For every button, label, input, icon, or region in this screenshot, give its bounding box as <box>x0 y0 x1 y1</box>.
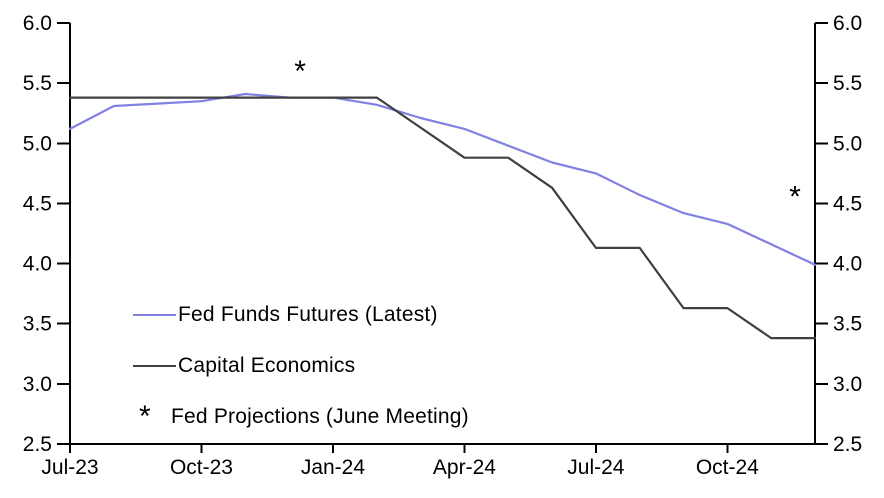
y-axis-label-left: 6.0 <box>23 12 52 35</box>
y-axis-label-left: 2.5 <box>23 433 52 456</box>
y-axis-label-right: 3.0 <box>833 373 862 396</box>
y-axis-label-right: 4.0 <box>833 253 862 276</box>
futures-line-swatch-icon <box>133 314 176 316</box>
series-line-capital-economics <box>68 96 817 340</box>
legend-label-fed-funds-futures: Fed Funds Futures (Latest) <box>178 303 438 326</box>
x-axis-label: Jan-24 <box>301 456 366 479</box>
x-axis-label: Jul-24 <box>567 456 625 479</box>
fed-projection-asterisk-icon: * <box>294 55 306 88</box>
capital-economics-line-swatch-icon <box>133 365 176 367</box>
legend-item-fed-projections: * Fed Projections (June Meeting) <box>133 400 469 433</box>
y-axis-label-left: 3.0 <box>23 373 52 396</box>
legend-label-fed-projections: Fed Projections (June Meeting) <box>171 405 469 428</box>
x-axis-label: Oct-23 <box>170 456 233 479</box>
x-axis-label: Jul-23 <box>41 456 98 479</box>
y-axis-label-left: 3.5 <box>23 313 52 336</box>
y-axis-label-left: 4.5 <box>23 192 52 215</box>
y-axis-label-left: 4.0 <box>23 253 52 276</box>
legend-item-fed-funds-futures: Fed Funds Futures (Latest) <box>133 302 469 328</box>
fed-projection-asterisk-icon: * <box>789 180 801 213</box>
y-axis-label-right: 5.0 <box>833 132 862 155</box>
y-axis-label-right: 4.5 <box>833 192 862 215</box>
x-axis-label: Oct-24 <box>696 456 759 479</box>
chart-legend: Fed Funds Futures (Latest) Capital Econo… <box>133 302 469 433</box>
series-line-fed-funds-futures-latest <box>68 92 817 266</box>
y-axis-label-right: 2.5 <box>833 433 862 456</box>
y-axis-label-right: 3.5 <box>833 313 862 336</box>
y-axis-label-right: 6.0 <box>833 12 862 35</box>
asterisk-marker-icon: * <box>139 400 151 433</box>
legend-label-capital-economics: Capital Economics <box>178 354 356 377</box>
y-axis-label-right: 5.5 <box>833 72 862 95</box>
y-axis-label-left: 5.5 <box>23 72 52 95</box>
x-axis-label: Apr-24 <box>433 456 496 479</box>
y-axis-label-left: 5.0 <box>23 132 52 155</box>
legend-item-capital-economics: Capital Economics <box>133 353 469 379</box>
